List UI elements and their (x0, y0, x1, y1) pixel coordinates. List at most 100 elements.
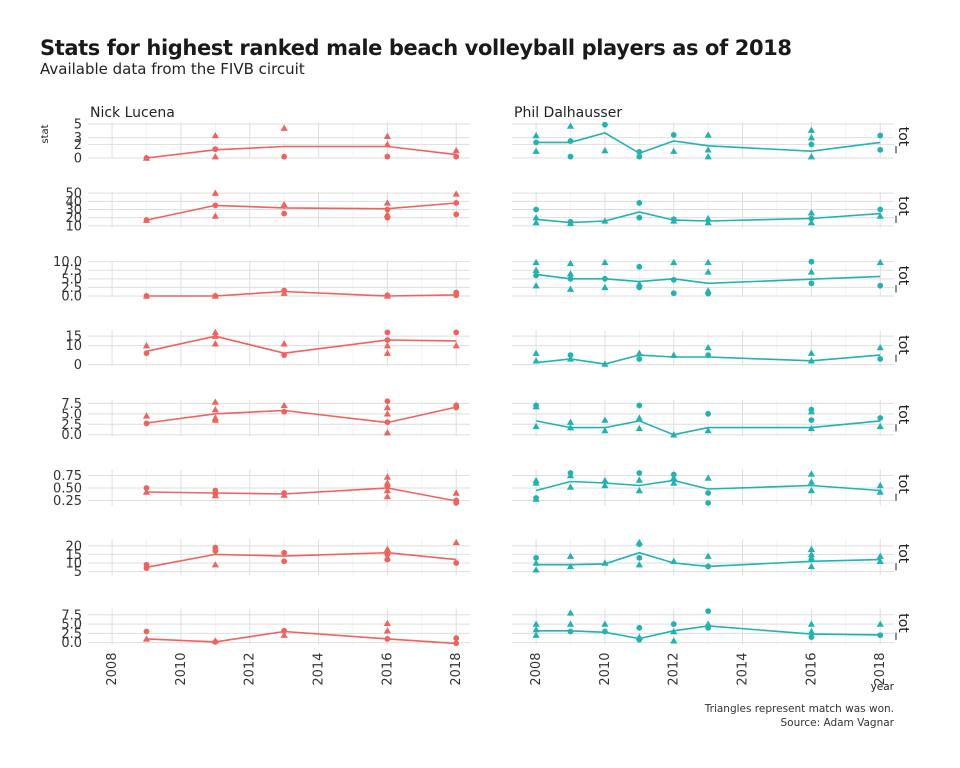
point-circle (281, 408, 288, 415)
point-triangle (601, 426, 609, 434)
y-tick-label: 10 (65, 557, 82, 572)
point-triangle (211, 406, 219, 413)
point-circle (808, 141, 815, 148)
point-circle (670, 621, 677, 627)
y-tick-label: 0.75 (53, 469, 82, 484)
point-triangle (211, 416, 219, 423)
y-tick-label: 50 (65, 187, 82, 202)
point-circle (636, 214, 643, 221)
point-circle (877, 146, 884, 153)
point-triangle (142, 292, 151, 299)
y-tick-label: 0.0 (61, 289, 82, 304)
point-triangle (383, 342, 392, 349)
point-triangle (807, 349, 816, 356)
point-circle (602, 275, 608, 282)
series-line (146, 290, 457, 297)
point-circle (533, 554, 539, 561)
y-tick-label: 10 (65, 219, 82, 234)
point-triangle (670, 258, 678, 266)
point-triangle (807, 545, 816, 552)
point-triangle (670, 637, 678, 644)
point-circle (636, 636, 643, 643)
point-circle (705, 608, 712, 614)
point-triangle (876, 481, 884, 489)
panel-2-0 (88, 261, 470, 299)
point-triangle (807, 562, 816, 570)
point-triangle (601, 476, 609, 484)
point-circle (877, 132, 884, 139)
panel-1-0 (88, 189, 470, 228)
point-triangle (280, 631, 288, 638)
point-triangle (670, 479, 678, 486)
point-circle (212, 639, 219, 645)
point-triangle (670, 351, 678, 358)
point-triangle (670, 474, 678, 481)
point-triangle (532, 266, 540, 273)
row-strip-label: tot_ (895, 266, 911, 294)
point-circle (281, 153, 288, 160)
x-tick-label: 2018 (449, 653, 464, 686)
panel-7-0 (88, 608, 470, 647)
point-triangle (383, 199, 392, 206)
point-circle (384, 636, 391, 642)
point-triangle (566, 620, 575, 627)
panel-1-1 (512, 191, 894, 228)
point-triangle (211, 491, 219, 499)
point-triangle (566, 259, 575, 267)
point-triangle (532, 566, 540, 573)
point-circle (636, 541, 643, 548)
point-triangle (635, 561, 643, 568)
point-circle (143, 350, 150, 357)
y-tick-label: 10 (65, 339, 82, 354)
point-circle (808, 556, 815, 563)
point-circle (453, 153, 460, 160)
point-triangle (383, 349, 392, 356)
point-triangle (532, 626, 540, 633)
chart-title: Stats for highest ranked male beach voll… (40, 36, 792, 60)
point-circle (143, 485, 150, 491)
y-tick-label: 15 (65, 330, 82, 345)
point-circle (636, 470, 643, 476)
row-strip-label: tot_ (895, 335, 911, 363)
point-triangle (211, 131, 219, 139)
point-triangle (383, 492, 392, 500)
point-triangle (670, 217, 678, 224)
point-triangle (704, 268, 712, 275)
point-triangle (532, 495, 540, 502)
y-tick-label: 5.0 (61, 407, 82, 422)
y-tick-label: 7.5 (61, 608, 82, 623)
y-tick-label: 2.5 (61, 627, 82, 642)
point-circle (453, 404, 460, 411)
chart-subtitle: Available data from the FIVB circuit (40, 60, 305, 78)
point-triangle (383, 292, 392, 299)
point-triangle (566, 471, 575, 479)
point-triangle (532, 357, 540, 364)
series-line (146, 145, 457, 159)
facet-label-1: Phil Dalhausser (514, 105, 622, 121)
point-circle (877, 632, 884, 639)
point-triangle (566, 270, 575, 277)
point-circle (453, 200, 460, 206)
row-strip-label: tot_ (895, 544, 911, 572)
point-triangle (807, 627, 816, 635)
point-triangle (601, 283, 609, 291)
point-triangle (876, 212, 884, 219)
point-circle (212, 293, 219, 299)
x-axis-title: year (871, 681, 895, 693)
point-circle (567, 275, 574, 282)
point-triangle (383, 403, 392, 411)
point-triangle (807, 408, 816, 415)
point-triangle (211, 328, 219, 336)
point-triangle (452, 489, 460, 496)
point-triangle (566, 562, 575, 570)
point-triangle (142, 154, 151, 161)
point-triangle (807, 424, 816, 432)
y-tick-label: 20 (65, 539, 82, 554)
point-triangle (635, 486, 643, 494)
point-circle (877, 415, 884, 421)
series-line (536, 132, 881, 155)
point-triangle (383, 140, 392, 148)
point-triangle (670, 147, 678, 154)
